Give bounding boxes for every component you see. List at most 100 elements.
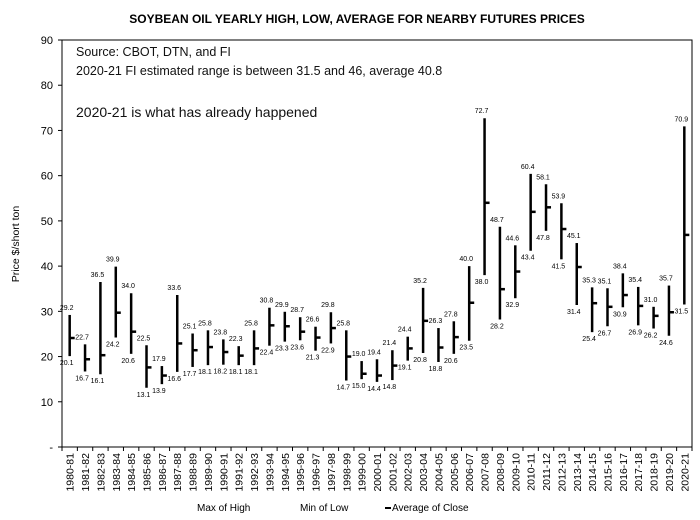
low-label: 19.1 — [398, 365, 412, 372]
low-label: 14.8 — [383, 384, 397, 391]
low-label: 24.2 — [106, 342, 120, 349]
x-tick-label: 1982-83 — [95, 453, 107, 492]
x-tick-label: 2009-10 — [510, 453, 522, 492]
x-tick-label: 1985-86 — [142, 453, 154, 492]
high-label: 53.9 — [552, 193, 566, 200]
low-label: 23.6 — [290, 344, 304, 351]
high-label: 21.4 — [383, 340, 397, 347]
low-label: 16.6 — [167, 376, 181, 383]
high-label: 35.2 — [413, 278, 427, 285]
low-label: 38.0 — [475, 279, 489, 286]
x-tick-label: 2014-15 — [587, 453, 599, 492]
high-label: 60.4 — [521, 164, 535, 171]
low-label: 31.5 — [675, 309, 689, 316]
y-tick-label: 80 — [41, 80, 53, 92]
x-tick-label: 2018-19 — [649, 453, 661, 492]
high-label: 25.8 — [198, 320, 212, 327]
happened-note: 2020-21 is what has already happened — [76, 104, 317, 120]
high-label: 25.1 — [183, 323, 197, 330]
x-tick-label: 2016-17 — [618, 453, 630, 492]
high-label: 19.0 — [352, 351, 366, 358]
high-label: 25.8 — [336, 320, 350, 327]
high-label: 58.1 — [536, 174, 550, 181]
high-label: 25.8 — [244, 320, 258, 327]
high-label: 33.6 — [167, 285, 181, 292]
high-label: 45.1 — [567, 233, 581, 240]
high-label: 22.7 — [75, 334, 89, 341]
low-label: 17.7 — [183, 371, 197, 378]
x-tick-label: 1991-92 — [234, 453, 246, 492]
data-labels: 29.2 20.1 22.7 16.7 36.5 16.1 39.9 24.2 34.0 20.6… — [60, 108, 688, 399]
x-tick-label: 1997-98 — [326, 453, 338, 492]
low-label: 32.9 — [505, 302, 519, 309]
x-tick-label: 2000-01 — [372, 453, 384, 492]
low-label: 31.4 — [567, 309, 581, 316]
y-tick-label: 70 — [41, 125, 53, 137]
x-tick-label: 2015-16 — [602, 453, 614, 492]
high-label: 38.4 — [613, 263, 627, 270]
x-tick-label: 1998-99 — [341, 453, 353, 492]
low-label: 41.5 — [552, 263, 566, 270]
low-label: 18.2 — [214, 369, 228, 376]
low-label: 23.5 — [459, 345, 473, 352]
low-label: 18.1 — [244, 369, 258, 376]
y-axis-label: Price $/short ton — [10, 206, 22, 283]
low-label: 13.1 — [137, 392, 151, 399]
x-tick-label: 2011-12 — [541, 453, 553, 491]
low-label: 21.3 — [306, 355, 320, 362]
chart-title: SOYBEAN OIL YEARLY HIGH, LOW, AVERAGE FO… — [129, 12, 584, 26]
low-label: 25.4 — [582, 336, 596, 343]
low-label: 20.6 — [121, 358, 135, 365]
high-label: 23.8 — [214, 329, 228, 336]
high-label: 17.9 — [152, 356, 166, 363]
x-tick-label: 1983-84 — [111, 453, 123, 492]
low-label: 14.4 — [367, 386, 381, 393]
low-label: 18.1 — [198, 369, 212, 376]
x-tick-label: 2012-13 — [556, 453, 568, 492]
x-tick-label: 1988-89 — [188, 453, 200, 492]
x-tick-label: 1996-97 — [311, 453, 323, 492]
low-label: 22.4 — [260, 350, 274, 357]
x-tick-label: 2013-14 — [572, 453, 584, 492]
y-tick-label: 90 — [41, 35, 53, 47]
low-label: 20.6 — [444, 358, 458, 365]
high-label: 28.7 — [290, 307, 304, 314]
y-tick-label: 50 — [41, 216, 53, 228]
low-label: 16.1 — [91, 378, 105, 385]
x-tick-label: 1981-82 — [80, 453, 92, 492]
low-label: 18.8 — [429, 366, 443, 373]
low-label: 20.8 — [413, 357, 427, 364]
high-label: 24.4 — [398, 327, 412, 334]
low-label: 26.9 — [628, 329, 642, 336]
high-label: 44.6 — [505, 235, 519, 242]
low-label: 28.2 — [490, 323, 504, 330]
x-tick-label: 1995-96 — [295, 453, 307, 492]
x-tick-label: 2019-20 — [664, 453, 676, 492]
high-label: 22.5 — [137, 335, 151, 342]
x-tick-label: 1990-91 — [218, 453, 230, 492]
y-axis: - 10 20 30 40 50 60 70 80 90 — [41, 35, 62, 454]
source-note: Source: CBOT, DTN, and FI — [76, 45, 231, 59]
high-label: 70.9 — [675, 116, 689, 123]
x-tick-label: 1987-88 — [172, 453, 184, 492]
x-tick-label: 1992-93 — [249, 453, 261, 492]
low-label: 30.9 — [613, 311, 627, 318]
legend-avg-close: Average of Close — [392, 503, 469, 514]
low-label: 20.1 — [60, 360, 74, 367]
high-label: 72.7 — [475, 108, 489, 115]
high-label: 40.0 — [459, 256, 473, 263]
x-tick-label: 1984-85 — [126, 453, 138, 492]
x-axis: 1980-81 1981-82 1982-83 1983-84 1984-85 1985-… — [61, 447, 693, 492]
y-tick-label: 30 — [41, 306, 53, 318]
x-tick-label: 1993-94 — [264, 453, 276, 492]
high-label: 29.9 — [275, 302, 289, 309]
x-tick-label: 2020-21 — [679, 453, 691, 492]
high-label: 19.4 — [367, 349, 381, 356]
high-label: 48.7 — [490, 217, 504, 224]
y-tick-label: 60 — [41, 171, 53, 183]
low-label: 26.7 — [598, 330, 612, 337]
x-tick-label: 1989-90 — [203, 453, 215, 492]
x-tick-label: 2005-06 — [449, 453, 461, 492]
legend-max-high: Max of High — [197, 503, 250, 514]
